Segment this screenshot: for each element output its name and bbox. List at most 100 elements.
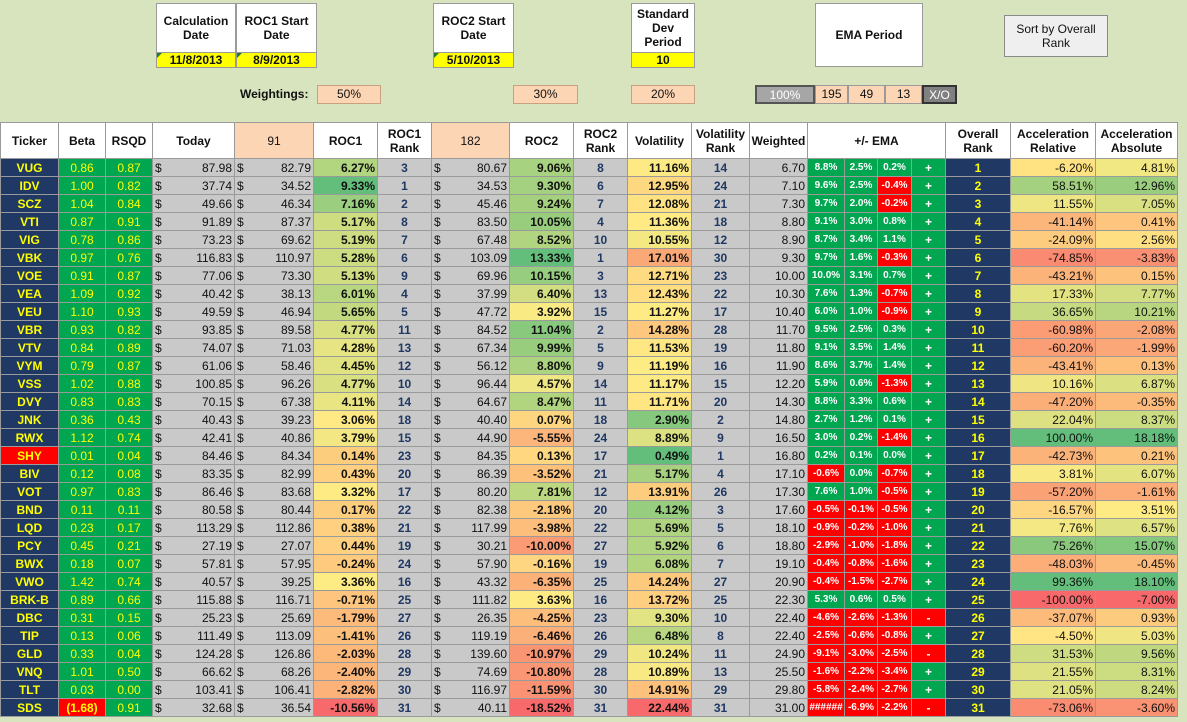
ema-diff-cell[interactable]: 2.5% xyxy=(844,320,878,339)
col-ema[interactable]: +/- EMA xyxy=(807,122,946,159)
price-182-cell[interactable]: $80.20 xyxy=(431,482,510,501)
accel-absolute-cell[interactable]: 8.31% xyxy=(1095,662,1178,681)
price-91-cell[interactable]: $27.07 xyxy=(234,536,314,555)
accel-absolute-cell[interactable]: -3.60% xyxy=(1095,698,1178,717)
weighted-cell[interactable]: 31.00 xyxy=(749,698,808,717)
today-price-cell[interactable]: $40.42 xyxy=(152,284,235,303)
price-91-cell[interactable]: $80.44 xyxy=(234,500,314,519)
weighted-cell[interactable]: 18.10 xyxy=(749,518,808,537)
accel-relative-cell[interactable]: -24.09% xyxy=(1010,230,1096,249)
col-accel-absolute[interactable]: Acceleration Absolute xyxy=(1095,122,1178,159)
volatility-cell[interactable]: 14.91% xyxy=(627,680,692,699)
ema-diff-cell[interactable]: 0.5% xyxy=(877,590,912,609)
rsqd-cell[interactable]: 0.88 xyxy=(105,374,153,393)
ema-diff-cell[interactable]: -9.1% xyxy=(807,644,845,663)
ema-diff-cell[interactable]: 2.5% xyxy=(844,158,878,177)
ema-diff-cell[interactable]: -0.5% xyxy=(807,500,845,519)
weighted-cell[interactable]: 16.50 xyxy=(749,428,808,447)
rsqd-cell[interactable]: 0.43 xyxy=(105,410,153,429)
price-91-cell[interactable]: $67.38 xyxy=(234,392,314,411)
price-182-cell[interactable]: $84.35 xyxy=(431,446,510,465)
ema-diff-cell[interactable]: 5.3% xyxy=(807,590,845,609)
beta-cell[interactable]: 1.12 xyxy=(58,428,106,447)
ticker-cell[interactable]: RWX xyxy=(0,428,59,447)
beta-cell[interactable]: 1.01 xyxy=(58,662,106,681)
volatility-cell[interactable]: 14.24% xyxy=(627,572,692,591)
today-price-cell[interactable]: $40.43 xyxy=(152,410,235,429)
rsqd-cell[interactable]: 0.87 xyxy=(105,356,153,375)
beta-cell[interactable]: 0.78 xyxy=(58,230,106,249)
roc2-cell[interactable]: 6.40% xyxy=(509,284,574,303)
roc1-cell[interactable]: 3.32% xyxy=(313,482,378,501)
price-91-cell[interactable]: $110.97 xyxy=(234,248,314,267)
beta-cell[interactable]: 1.04 xyxy=(58,194,106,213)
ema-signal-cell[interactable]: + xyxy=(911,266,946,285)
roc2-cell[interactable]: 3.92% xyxy=(509,302,574,321)
ema-diff-cell[interactable]: -1.0% xyxy=(877,518,912,537)
accel-absolute-cell[interactable]: 9.56% xyxy=(1095,644,1178,663)
ema-period-short[interactable]: 13 xyxy=(885,85,922,104)
ema-diff-cell[interactable]: 0.1% xyxy=(844,446,878,465)
ema-diff-cell[interactable]: 7.6% xyxy=(807,284,845,303)
accel-relative-cell[interactable]: -4.50% xyxy=(1010,626,1096,645)
price-182-cell[interactable]: $67.48 xyxy=(431,230,510,249)
ema-diff-cell[interactable]: -1.3% xyxy=(877,374,912,393)
ema-signal-cell[interactable]: + xyxy=(911,374,946,393)
roc2-rank-cell[interactable]: 13 xyxy=(573,284,628,303)
volatility-cell[interactable]: 12.43% xyxy=(627,284,692,303)
ema-diff-cell[interactable]: -0.7% xyxy=(877,284,912,303)
rsqd-cell[interactable]: 0.76 xyxy=(105,248,153,267)
col-ticker[interactable]: Ticker xyxy=(0,122,59,159)
accel-relative-cell[interactable]: -57.20% xyxy=(1010,482,1096,501)
roc2-rank-cell[interactable]: 28 xyxy=(573,662,628,681)
ema-diff-cell[interactable]: 1.2% xyxy=(844,410,878,429)
roc2-start-cell[interactable]: 5/10/2013 xyxy=(433,52,514,68)
weighted-cell[interactable]: 10.30 xyxy=(749,284,808,303)
ema-signal-cell[interactable]: + xyxy=(911,356,946,375)
volatility-rank-cell[interactable]: 25 xyxy=(691,590,750,609)
weighted-cell[interactable]: 14.30 xyxy=(749,392,808,411)
roc1-start-cell[interactable]: 8/9/2013 xyxy=(236,52,317,68)
ema-diff-cell[interactable]: -0.3% xyxy=(877,248,912,267)
price-182-cell[interactable]: $44.90 xyxy=(431,428,510,447)
ticker-cell[interactable]: BWX xyxy=(0,554,59,573)
roc1-rank-cell[interactable]: 25 xyxy=(377,590,432,609)
ticker-cell[interactable]: VWO xyxy=(0,572,59,591)
rsqd-cell[interactable]: 0.91 xyxy=(105,212,153,231)
ema-diff-cell[interactable]: -1.6% xyxy=(877,554,912,573)
roc2-cell[interactable]: 9.06% xyxy=(509,158,574,177)
ticker-cell[interactable]: VBR xyxy=(0,320,59,339)
ema-diff-cell[interactable]: 6.0% xyxy=(807,302,845,321)
col-roc1-rank[interactable]: ROC1 Rank xyxy=(377,122,432,159)
accel-relative-cell[interactable]: -16.57% xyxy=(1010,500,1096,519)
roc2-cell[interactable]: 11.04% xyxy=(509,320,574,339)
roc2-cell[interactable]: 10.15% xyxy=(509,266,574,285)
ema-diff-cell[interactable]: 9.7% xyxy=(807,248,845,267)
roc2-rank-cell[interactable]: 1 xyxy=(573,248,628,267)
roc1-cell[interactable]: -1.41% xyxy=(313,626,378,645)
std-dev-cell[interactable]: 10 xyxy=(631,52,695,68)
ema-signal-cell[interactable]: + xyxy=(911,554,946,573)
ema-diff-cell[interactable]: 1.4% xyxy=(877,356,912,375)
xo-toggle[interactable]: X/O xyxy=(922,85,957,104)
ema-diff-cell[interactable]: 8.7% xyxy=(807,230,845,249)
ema-diff-cell[interactable]: 0.2% xyxy=(807,446,845,465)
ticker-cell[interactable]: LQD xyxy=(0,518,59,537)
ticker-cell[interactable]: VEU xyxy=(0,302,59,321)
ema-signal-cell[interactable]: - xyxy=(911,698,946,717)
price-91-cell[interactable]: $116.71 xyxy=(234,590,314,609)
ema-diff-cell[interactable]: -1.3% xyxy=(877,608,912,627)
accel-relative-cell[interactable]: -42.73% xyxy=(1010,446,1096,465)
weighted-cell[interactable]: 18.80 xyxy=(749,536,808,555)
rsqd-cell[interactable]: 0.82 xyxy=(105,320,153,339)
price-182-cell[interactable]: $43.32 xyxy=(431,572,510,591)
price-91-cell[interactable]: $87.37 xyxy=(234,212,314,231)
volatility-cell[interactable]: 11.36% xyxy=(627,212,692,231)
overall-rank-cell[interactable]: 7 xyxy=(945,266,1011,285)
roc1-cell[interactable]: 4.28% xyxy=(313,338,378,357)
roc2-rank-cell[interactable]: 27 xyxy=(573,536,628,555)
roc2-cell[interactable]: 9.99% xyxy=(509,338,574,357)
ema-diff-cell[interactable]: 3.3% xyxy=(844,392,878,411)
beta-cell[interactable]: 0.87 xyxy=(58,212,106,231)
roc1-cell[interactable]: -10.56% xyxy=(313,698,378,717)
